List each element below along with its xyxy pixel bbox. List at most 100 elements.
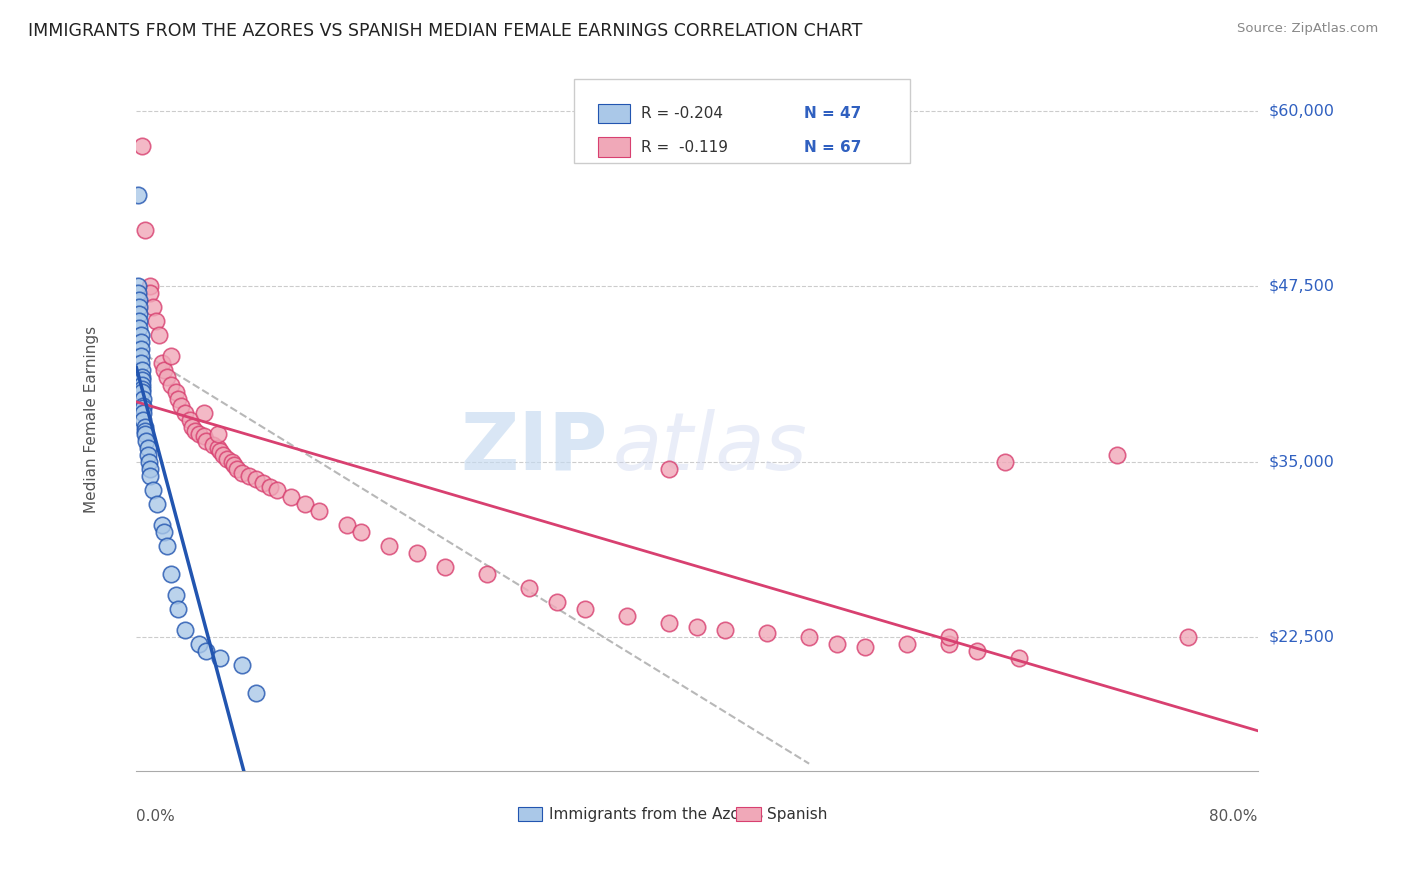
FancyBboxPatch shape [574,79,910,163]
Point [756,626,779,640]
Point [238,468,260,483]
Point [658,616,681,631]
Point [938,630,960,644]
Point [259,480,281,494]
Point [128,300,150,314]
Point [245,686,267,700]
Point [686,620,709,634]
Point [193,429,215,443]
Point [132,401,155,416]
Point [188,426,211,441]
Point [349,524,371,539]
Point [129,335,152,350]
Point [167,392,190,406]
Point [128,314,150,328]
Point [202,438,225,452]
Point [128,321,150,335]
Point [150,356,173,370]
Point [128,307,150,321]
Point [174,406,197,420]
Point [132,399,155,413]
Point [139,286,162,301]
Point [129,328,152,343]
Point [377,539,399,553]
Point [1177,630,1199,644]
Point [146,497,169,511]
Point [167,602,190,616]
Point [207,426,229,441]
Point [131,138,153,153]
Point [142,300,165,314]
Point [165,588,187,602]
Point [132,406,155,420]
Point [896,637,918,651]
Point [131,373,153,387]
Point [127,286,149,301]
Point [193,406,215,420]
Point [139,462,162,476]
Point [156,539,179,553]
Point [280,490,302,504]
Text: R = -0.204: R = -0.204 [641,106,723,121]
Text: $60,000: $60,000 [1268,103,1334,118]
Point [129,343,152,357]
Point [170,399,193,413]
Point [127,188,149,202]
Point [1107,448,1129,462]
Point [136,448,159,462]
Point [231,466,253,480]
Point [658,462,681,476]
Point [131,377,153,392]
Point [517,581,540,595]
Point [127,279,149,293]
Point [188,637,211,651]
Point [148,328,170,343]
Point [714,624,737,638]
Point [131,370,153,384]
Point [209,651,232,665]
Text: atlas: atlas [613,409,807,487]
FancyBboxPatch shape [599,137,630,157]
Point [825,637,848,651]
Point [153,524,176,539]
Point [129,350,152,364]
FancyBboxPatch shape [737,807,761,822]
Point [475,567,498,582]
Text: R =  -0.119: R = -0.119 [641,140,728,154]
Text: Median Female Earnings: Median Female Earnings [84,326,98,513]
Point [266,483,288,497]
Text: $22,500: $22,500 [1268,630,1334,645]
Point [150,517,173,532]
Text: 80.0%: 80.0% [1209,809,1257,824]
FancyBboxPatch shape [599,103,630,123]
Point [938,637,960,651]
Point [129,356,152,370]
Point [294,497,316,511]
Point [207,441,229,455]
Point [134,419,156,434]
Point [797,630,820,644]
Point [135,434,157,448]
Text: $35,000: $35,000 [1268,454,1334,469]
Point [165,384,187,399]
Point [153,363,176,377]
Point [966,644,988,658]
Point [160,567,183,582]
Text: 0.0%: 0.0% [136,809,176,824]
FancyBboxPatch shape [517,807,543,822]
Point [160,377,183,392]
Point [136,441,159,455]
Point [160,350,183,364]
Point [131,363,153,377]
Point [179,412,201,426]
Point [138,455,160,469]
Point [195,434,218,448]
Point [134,424,156,438]
Point [994,455,1017,469]
Point [131,384,153,399]
Text: $47,500: $47,500 [1268,278,1334,293]
Point [139,279,162,293]
Point [433,560,456,574]
Point [184,424,207,438]
Text: IMMIGRANTS FROM THE AZORES VS SPANISH MEDIAN FEMALE EARNINGS CORRELATION CHART: IMMIGRANTS FROM THE AZORES VS SPANISH ME… [28,22,862,40]
